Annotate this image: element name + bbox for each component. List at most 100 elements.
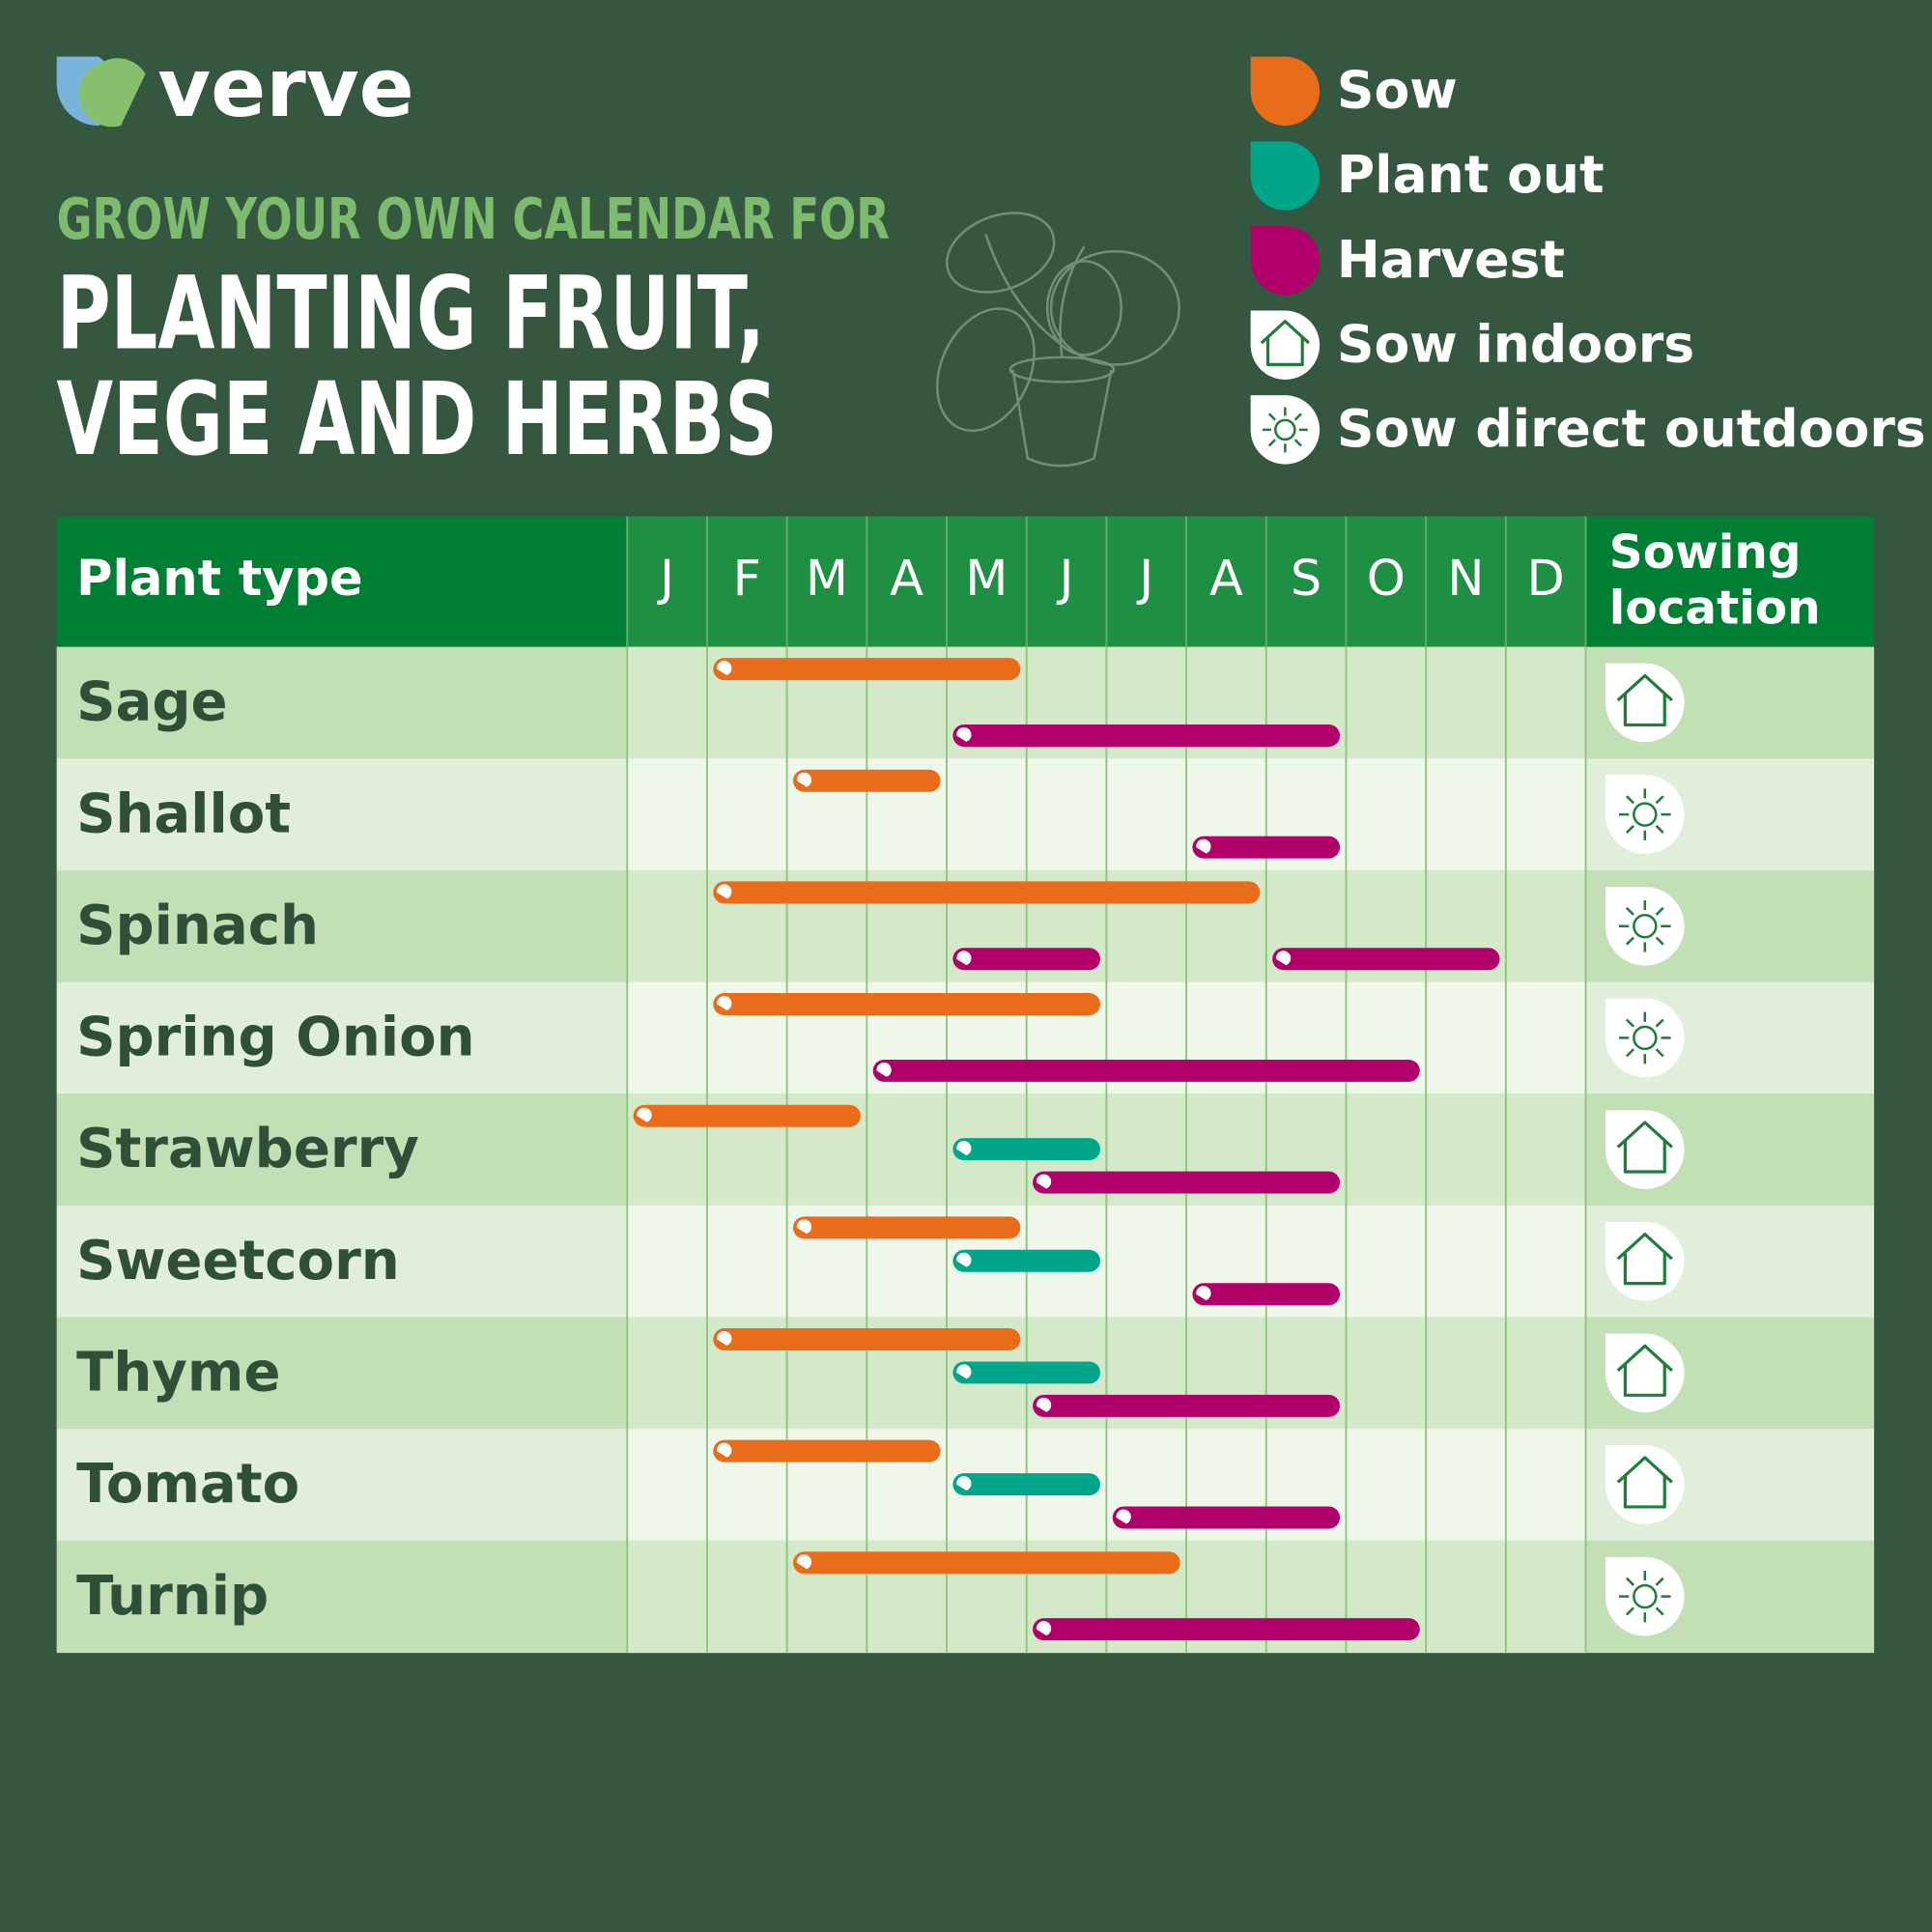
period-bar [792, 1551, 1180, 1575]
sun [1274, 418, 1296, 441]
legend-swatch [1250, 141, 1321, 211]
house [1260, 320, 1310, 366]
period-bar [952, 724, 1341, 747]
sun-icon [1605, 886, 1685, 966]
period-pin [956, 1476, 972, 1491]
period-pin [876, 1062, 892, 1077]
month-label: J [1057, 551, 1074, 608]
icon-badge [1605, 998, 1685, 1078]
period-bar [952, 1249, 1101, 1272]
period-bar [633, 1104, 861, 1127]
period-pin [1036, 1397, 1052, 1412]
period-bar [1272, 948, 1500, 971]
period-bar [1033, 1171, 1341, 1194]
period-pin [717, 661, 732, 675]
house [1616, 1344, 1673, 1397]
legend: Sow Plant out Harvest Sow indoors Sow direct… [1250, 56, 1926, 465]
house-icon [1605, 1333, 1685, 1413]
month-label: A [1209, 551, 1243, 608]
period-pin [1116, 1509, 1131, 1524]
period-bar [792, 769, 941, 792]
period-pin [717, 884, 732, 899]
period-pin [956, 1141, 972, 1156]
sun-icon [1605, 998, 1685, 1078]
sun-rays [1262, 407, 1308, 453]
sun-rays [1619, 1011, 1671, 1065]
house-icon [1605, 1445, 1685, 1524]
plant-name: Sweetcorn [76, 1230, 400, 1293]
house [1616, 1456, 1673, 1509]
legend-label: Sow direct outdoors [1337, 398, 1926, 459]
month-label: M [965, 551, 1008, 608]
legend-swatch [1250, 225, 1321, 296]
legend-swatch [1250, 56, 1321, 127]
house [1616, 673, 1673, 727]
house-icon [1250, 310, 1321, 380]
period-pin [956, 727, 972, 742]
sun [1633, 802, 1658, 827]
sun-rays [1619, 788, 1671, 840]
icon-badge [1605, 775, 1685, 854]
header-cell: Sowing [1609, 526, 1802, 580]
subtitle: GROW YOUR OWN CALENDAR FOR [57, 186, 890, 252]
period-bar [713, 993, 1101, 1016]
sun-icon [1605, 775, 1685, 854]
month-label: D [1527, 551, 1565, 608]
sun [1633, 1025, 1658, 1051]
title-line: PLANTING FRUIT, [57, 254, 765, 372]
month-label: O [1367, 551, 1406, 608]
period-pin [1196, 838, 1211, 854]
month-label: J [1136, 551, 1153, 608]
header-cell: Plant type [76, 551, 363, 608]
period-bar [792, 1216, 1021, 1239]
legend-label: Sow indoors [1337, 313, 1694, 374]
logo-icon [56, 56, 146, 128]
sun-rays [1619, 1570, 1671, 1623]
legend-label: Harvest [1337, 229, 1565, 290]
month-label: J [657, 551, 674, 608]
plant-name: Turnip [76, 1565, 269, 1628]
legend-label: Sow [1337, 60, 1458, 121]
legend-label: Plant out [1337, 144, 1605, 205]
house-icon [1605, 1110, 1685, 1189]
period-pin [1036, 1621, 1052, 1636]
sun-icon [1605, 1556, 1685, 1636]
period-bar [872, 1059, 1420, 1082]
period-pin [796, 1219, 812, 1235]
sun-rays [1619, 899, 1671, 952]
period-pin [637, 1107, 652, 1122]
period-bar [952, 1473, 1101, 1496]
icon-badge [1605, 1556, 1685, 1636]
period-bar [713, 1439, 941, 1463]
period-pin [956, 1364, 972, 1379]
icon-badge [1250, 395, 1321, 465]
house [1616, 1233, 1673, 1286]
plant-name: Tomato [76, 1453, 299, 1516]
month-label: N [1447, 551, 1484, 608]
period-pin [956, 951, 972, 966]
month-label: A [890, 551, 923, 608]
plant-name: Sage [76, 671, 228, 734]
house [1616, 1121, 1673, 1174]
title-line: VEGE AND HERBS [57, 360, 778, 478]
period-bar [1033, 1618, 1420, 1641]
sun [1633, 914, 1658, 939]
month-label: F [733, 551, 761, 608]
period-bar [952, 1361, 1101, 1384]
period-pin [717, 1331, 732, 1346]
period-bar [1192, 836, 1341, 859]
period-bar [952, 948, 1101, 971]
period-pin [796, 772, 812, 787]
period-pin [717, 996, 732, 1010]
period-bar [1192, 1283, 1341, 1306]
period-pin [717, 1442, 732, 1458]
period-bar [952, 1138, 1101, 1161]
period-pin [1275, 951, 1292, 966]
period-pin [796, 1554, 812, 1570]
plant-name: Shallot [76, 782, 291, 845]
period-bar [1033, 1394, 1341, 1417]
period-bar [1112, 1506, 1341, 1529]
period-pin [1196, 1286, 1211, 1301]
